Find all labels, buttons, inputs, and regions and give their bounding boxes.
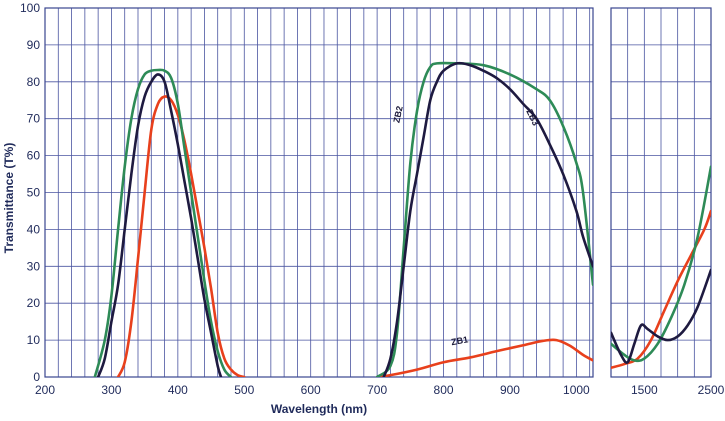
y-tick-label: 70 <box>27 112 41 126</box>
y-tick-label: 90 <box>27 38 41 52</box>
y-axis-title: Transmittance (T%) <box>2 143 16 254</box>
y-tick-label: 60 <box>27 149 41 163</box>
x-tick-label: 900 <box>500 383 520 397</box>
curve-label-zb1: ZB1 <box>450 334 468 347</box>
y-tick-label: 0 <box>33 370 40 384</box>
series-zb3 <box>96 61 711 377</box>
y-tick-label: 30 <box>27 259 41 273</box>
series-line-zb3 <box>611 268 711 364</box>
y-tick-label: 40 <box>27 222 41 236</box>
series-line-zb2 <box>93 68 233 377</box>
y-tick-label: 100 <box>20 1 40 15</box>
series-line-zb3 <box>96 73 223 377</box>
series-line-zb2 <box>375 61 593 377</box>
x-tick-label: 600 <box>301 383 321 397</box>
series-line-zb3 <box>382 61 593 377</box>
x-tick-label: 200 <box>35 383 55 397</box>
curve-label-zb2: ZB2 <box>391 105 404 124</box>
series-zb2 <box>93 61 711 377</box>
plot-panel-main <box>44 7 594 378</box>
x-tick-label: 1000 <box>563 383 590 397</box>
x-tick-label: 1500 <box>631 383 658 397</box>
x-tick-label: 400 <box>168 383 188 397</box>
x-axis-title: Wavelength (nm) <box>271 402 367 416</box>
series-line-zb2 <box>611 165 711 363</box>
x-tick-label: 800 <box>434 383 454 397</box>
series-line-zb1 <box>375 338 593 377</box>
plot-frame <box>610 7 712 378</box>
y-tick-label: 10 <box>27 333 41 347</box>
x-tick-label: 500 <box>234 383 254 397</box>
x-tick-label: 700 <box>367 383 387 397</box>
x-tick-label: 2500 <box>698 383 725 397</box>
x-tick-label: 300 <box>101 383 121 397</box>
y-tick-label: 20 <box>27 296 41 310</box>
y-tick-label: 50 <box>27 186 41 200</box>
y-tick-label: 80 <box>27 75 41 89</box>
plot-frame <box>44 7 594 378</box>
